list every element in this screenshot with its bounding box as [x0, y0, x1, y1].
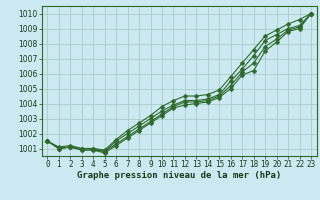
X-axis label: Graphe pression niveau de la mer (hPa): Graphe pression niveau de la mer (hPa): [77, 171, 281, 180]
